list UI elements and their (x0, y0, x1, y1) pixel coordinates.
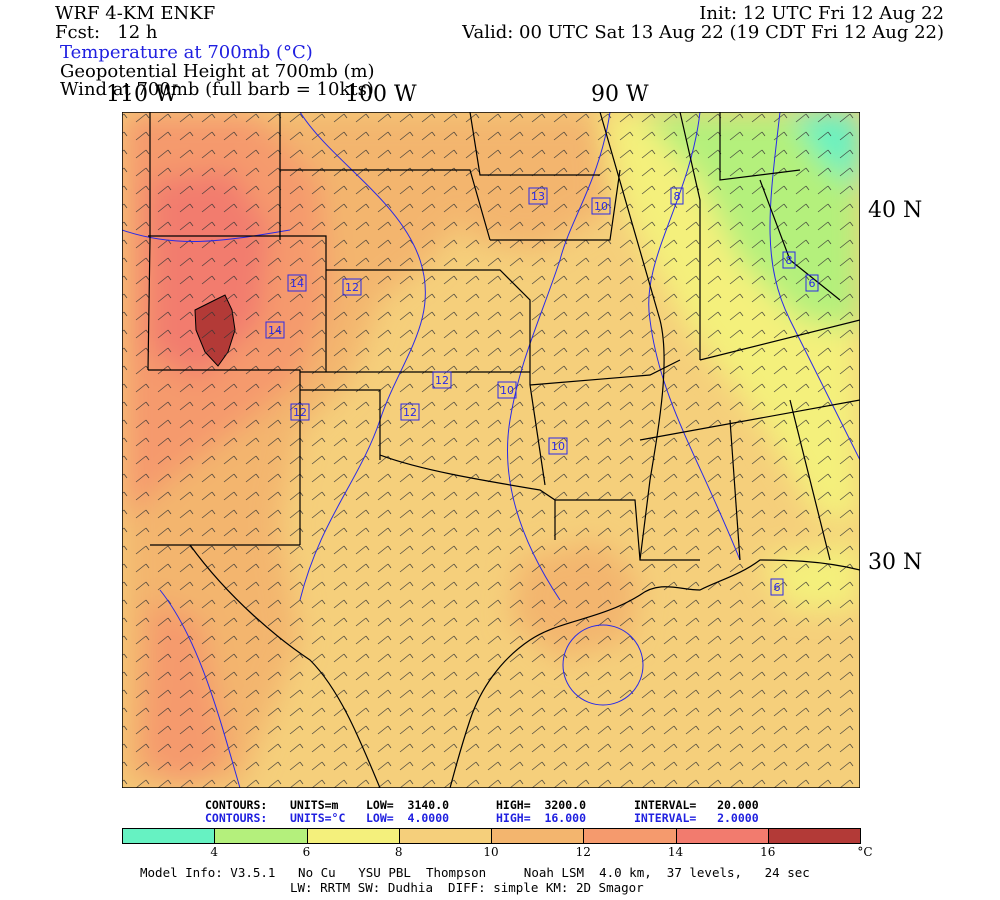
contour-label: 10 (497, 381, 517, 399)
colorbar-tick-label: 14 (667, 845, 684, 859)
model-info-line2: LW: RRTM SW: Dudhia DIFF: simple KM: 2D … (290, 880, 644, 895)
field-height: Geopotential Height at 700mb (m) (60, 61, 375, 82)
contour-label-text: 14 (290, 277, 304, 290)
contour-label-text: 12 (403, 406, 417, 419)
contour-label: 13 (528, 187, 548, 205)
colorbar-swatch (767, 828, 861, 844)
height-contour-interval: INTERVAL= 20.000 (634, 798, 759, 812)
contour-label-text: 8 (674, 190, 681, 203)
temp-contour-label: CONTOURS: (205, 811, 268, 825)
contour-label-text: 8 (786, 254, 793, 267)
lon-label-90w: 90 W (591, 82, 649, 107)
contour-label: 12 (432, 371, 452, 389)
colorbar-tick-label: 4 (210, 845, 219, 859)
colorbar-swatch (306, 828, 400, 844)
temp-contour-interval: INTERVAL= 2.0000 (634, 811, 759, 825)
contour-label: 12 (400, 403, 420, 421)
contour-label: 6 (805, 274, 819, 292)
contour-label: 10 (591, 197, 611, 215)
height-contour-label: CONTOURS: (205, 798, 268, 812)
colorbar-tick-label: 8 (394, 845, 403, 859)
height-contour-units: UNITS=m (290, 798, 339, 812)
temperature-map: 13 10 8 8 6 14 12 14 12 10 12 12 10 6 (122, 112, 860, 788)
contour-label: 12 (342, 278, 362, 296)
colorbar-tick-label: 16 (760, 845, 776, 859)
temp-contour-low: LOW= 4.0000 (366, 811, 450, 825)
contour-labels: 13 10 8 8 6 14 12 14 12 10 12 12 10 6 (265, 187, 819, 596)
contour-label: 12 (290, 403, 310, 421)
contour-label: 14 (265, 321, 285, 339)
init-time: Init: 12 UTC Fri 12 Aug 22 (699, 3, 944, 24)
height-contour-high: HIGH= 3200.0 (496, 798, 587, 812)
colorbar-swatch (583, 828, 677, 844)
contour-label-text: 12 (345, 281, 359, 294)
lon-label-100w: 100 W (345, 82, 417, 107)
colorbar-swatch (491, 828, 585, 844)
contour-label-text: 10 (500, 384, 514, 397)
contour-label: 6 (770, 578, 784, 596)
lon-label-110w: 110 W (106, 82, 178, 107)
contour-label-text: 6 (809, 277, 816, 290)
contour-label: 8 (782, 251, 796, 269)
colorbar-tick-label: 6 (302, 845, 311, 859)
contour-label: 10 (548, 437, 568, 455)
colorbar-tick-label: 10 (483, 845, 499, 859)
contour-label-text: 13 (531, 190, 545, 203)
contour-label-text: 14 (268, 324, 282, 337)
contour-label-text: 10 (594, 200, 608, 213)
field-wind: Wind at 700mb (full barb = 10kts) (60, 79, 374, 100)
model-info-line1: Model Info: V3.5.1 No Cu YSU PBL Thompso… (140, 865, 810, 880)
contour-label: 14 (287, 274, 307, 292)
colorbar-unit: °C (857, 845, 873, 859)
model-title: WRF 4-KM ENKF (55, 3, 216, 24)
colorbar-swatch (398, 828, 492, 844)
contour-label-text: 6 (774, 581, 781, 594)
valid-time: Valid: 00 UTC Sat 13 Aug 22 (19 CDT Fri … (462, 22, 944, 43)
wind-barbs (122, 112, 860, 788)
colorbar-tick-label: 12 (575, 845, 591, 859)
temp-contour-high: HIGH= 16.000 (496, 811, 587, 825)
contour-label: 8 (670, 187, 684, 205)
contour-label-text: 12 (293, 406, 307, 419)
colorbar-swatch (214, 828, 308, 844)
temp-contour-units: UNITS=°C (290, 811, 346, 825)
colorbar-swatch (675, 828, 769, 844)
contour-label-text: 12 (435, 374, 449, 387)
contour-label-text: 10 (551, 440, 565, 453)
colorbar-swatch (122, 828, 216, 844)
height-contour-low: LOW= 3140.0 (366, 798, 450, 812)
height-contours (122, 112, 860, 788)
field-temperature: Temperature at 700mb (°C) (60, 42, 313, 63)
state-boundaries (147, 112, 860, 788)
forecast-hour: Fcst: 12 h (55, 22, 158, 43)
lat-label-40n: 40 N (868, 198, 923, 223)
lat-label-30n: 30 N (868, 550, 923, 575)
